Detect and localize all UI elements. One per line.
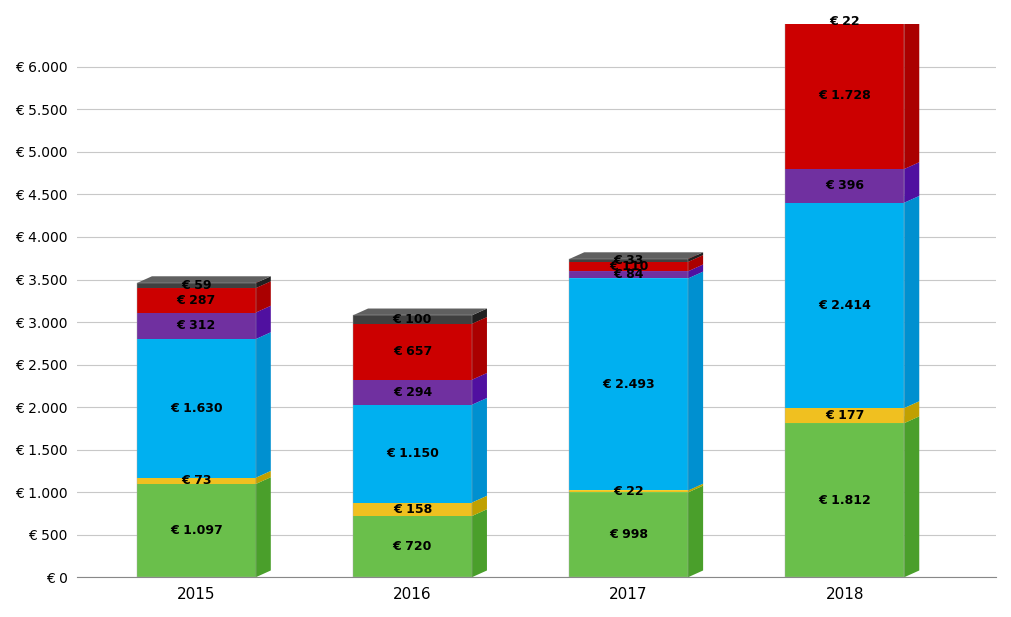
Polygon shape: [569, 491, 687, 492]
Polygon shape: [687, 484, 703, 492]
Text: € 657: € 657: [392, 346, 432, 358]
Polygon shape: [569, 265, 703, 271]
Text: € 294: € 294: [392, 386, 432, 399]
Polygon shape: [353, 509, 487, 516]
Polygon shape: [687, 255, 703, 271]
Text: € 22: € 22: [614, 485, 644, 498]
Polygon shape: [353, 308, 487, 315]
Polygon shape: [472, 373, 487, 405]
Text: € 1.630: € 1.630: [170, 402, 222, 415]
Polygon shape: [136, 288, 256, 313]
Polygon shape: [256, 276, 271, 288]
Polygon shape: [569, 278, 687, 491]
Polygon shape: [353, 379, 472, 405]
Polygon shape: [569, 252, 703, 259]
Polygon shape: [569, 262, 687, 271]
Polygon shape: [472, 496, 487, 516]
Polygon shape: [904, 401, 919, 423]
Polygon shape: [786, 416, 919, 423]
Text: € 158: € 158: [392, 503, 432, 516]
Polygon shape: [472, 509, 487, 578]
Polygon shape: [353, 398, 487, 405]
Polygon shape: [786, 423, 904, 578]
Polygon shape: [569, 271, 687, 278]
Polygon shape: [904, 416, 919, 578]
Polygon shape: [256, 333, 271, 478]
Polygon shape: [904, 162, 919, 202]
Polygon shape: [256, 477, 271, 578]
Polygon shape: [569, 271, 703, 278]
Polygon shape: [353, 516, 472, 578]
Polygon shape: [136, 276, 271, 283]
Polygon shape: [786, 169, 904, 202]
Text: € 177: € 177: [825, 409, 864, 422]
Polygon shape: [136, 283, 256, 288]
Polygon shape: [687, 486, 703, 578]
Polygon shape: [353, 315, 472, 324]
Polygon shape: [136, 484, 256, 578]
Text: € 22: € 22: [829, 15, 860, 28]
Text: € 100: € 100: [392, 313, 432, 326]
Polygon shape: [136, 281, 271, 288]
Polygon shape: [687, 265, 703, 278]
Polygon shape: [687, 252, 703, 262]
Polygon shape: [256, 305, 271, 339]
Text: € 396: € 396: [825, 180, 864, 193]
Polygon shape: [136, 313, 256, 339]
Polygon shape: [569, 486, 703, 492]
Polygon shape: [472, 398, 487, 503]
Text: € 1.097: € 1.097: [170, 524, 222, 537]
Polygon shape: [136, 477, 271, 484]
Text: € 2.493: € 2.493: [603, 378, 655, 391]
Polygon shape: [353, 317, 487, 324]
Polygon shape: [687, 271, 703, 491]
Text: € 110: € 110: [609, 260, 648, 273]
Polygon shape: [353, 373, 487, 379]
Text: € 59: € 59: [181, 279, 211, 292]
Text: € 1.812: € 1.812: [818, 494, 871, 507]
Polygon shape: [786, 196, 919, 202]
Polygon shape: [786, 14, 919, 20]
Text: € 73: € 73: [181, 474, 211, 487]
Polygon shape: [256, 281, 271, 313]
Text: € 33: € 33: [614, 254, 644, 267]
Polygon shape: [353, 324, 472, 379]
Polygon shape: [136, 305, 271, 313]
Polygon shape: [136, 478, 256, 484]
Text: € 287: € 287: [177, 294, 216, 307]
Polygon shape: [136, 339, 256, 478]
Polygon shape: [904, 14, 919, 22]
Polygon shape: [786, 162, 919, 169]
Polygon shape: [353, 503, 472, 516]
Polygon shape: [904, 15, 919, 169]
Polygon shape: [786, 202, 904, 408]
Text: € 312: € 312: [177, 319, 216, 333]
Polygon shape: [569, 484, 703, 491]
Polygon shape: [256, 471, 271, 484]
Polygon shape: [569, 492, 687, 578]
Polygon shape: [136, 333, 271, 339]
Polygon shape: [472, 317, 487, 379]
Polygon shape: [786, 401, 919, 408]
Polygon shape: [786, 15, 919, 22]
Text: € 2.414: € 2.414: [818, 299, 871, 312]
Polygon shape: [353, 496, 487, 503]
Polygon shape: [786, 20, 904, 22]
Text: € 1.150: € 1.150: [386, 447, 439, 460]
Polygon shape: [786, 408, 904, 423]
Text: € 84: € 84: [614, 268, 644, 281]
Polygon shape: [904, 196, 919, 408]
Polygon shape: [569, 259, 687, 262]
Polygon shape: [786, 22, 904, 169]
Polygon shape: [569, 255, 703, 262]
Polygon shape: [136, 471, 271, 478]
Text: € 1.728: € 1.728: [818, 89, 871, 102]
Text: € 998: € 998: [609, 528, 648, 541]
Polygon shape: [353, 405, 472, 503]
Polygon shape: [472, 308, 487, 324]
Text: € 720: € 720: [392, 540, 432, 553]
